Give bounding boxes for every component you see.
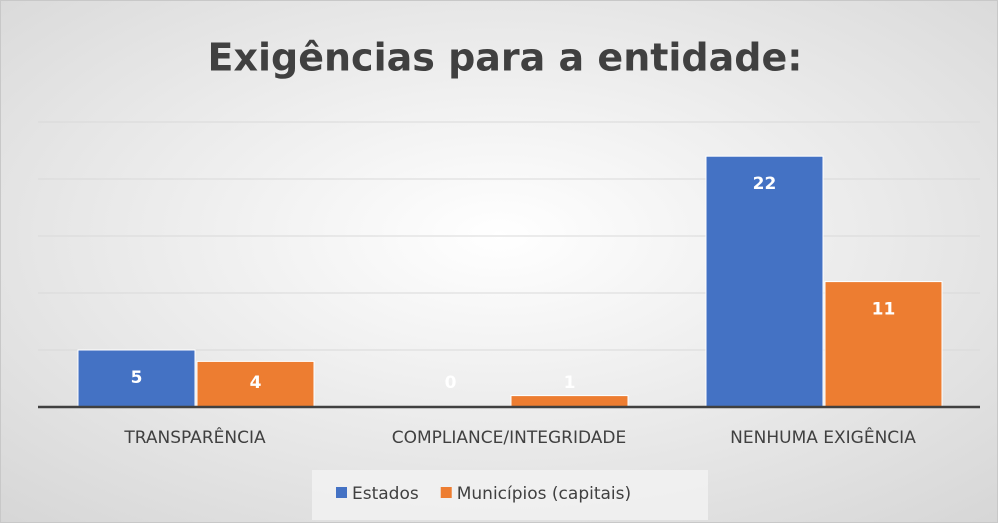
data-label: 4: [250, 373, 262, 393]
x-tick-label: TRANSPARÊNCIA: [123, 426, 266, 448]
bar: [510, 395, 629, 408]
legend-swatch: [336, 487, 347, 498]
legend-box: [312, 470, 708, 520]
legend-label: Estados: [352, 484, 419, 504]
data-label: 22: [753, 174, 777, 194]
data-label: 0: [445, 373, 457, 393]
data-label: 11: [872, 300, 896, 320]
x-tick-label: COMPLIANCE/INTEGRIDADE: [392, 428, 626, 448]
data-label: 5: [131, 368, 143, 388]
legend-swatch: [440, 487, 452, 498]
x-tick-label: NENHUMA EXIGÊNCIA: [730, 426, 916, 448]
legend-label: Municípios (capitais): [457, 484, 631, 504]
chart-title: Exigências para a entidade:: [208, 36, 803, 80]
data-label: 1: [564, 373, 576, 393]
